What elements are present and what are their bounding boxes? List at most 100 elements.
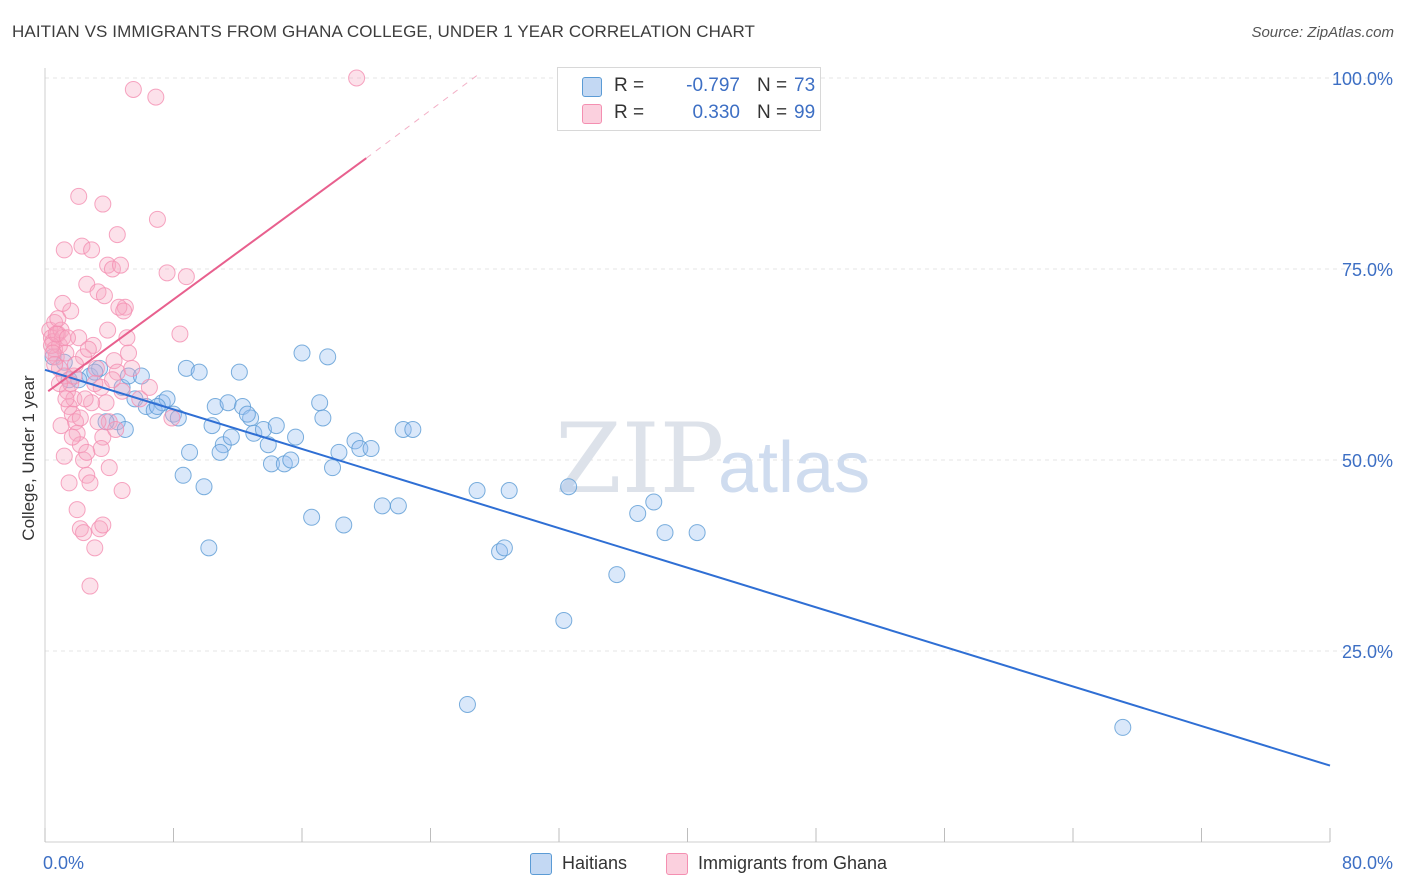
ghana-point	[118, 329, 136, 347]
haitians-point	[495, 539, 513, 557]
haitians-point	[500, 482, 518, 500]
legend-n-value: 73	[794, 75, 816, 96]
legend-n-label: N =	[757, 102, 788, 123]
ghana-point	[73, 237, 91, 255]
legend-r-label: R =	[614, 102, 645, 123]
haitians-point	[174, 466, 192, 484]
legend-r-value: 0.330	[692, 102, 740, 123]
ghana-point	[79, 340, 97, 358]
haitians-point	[282, 451, 300, 469]
bottom-legend-swatch-ghana	[666, 853, 688, 875]
haitians-point	[206, 398, 224, 416]
ghana-point	[103, 260, 121, 278]
ghana-point	[177, 268, 195, 286]
ghana-point	[111, 256, 129, 274]
haitians-point	[656, 524, 674, 542]
legend-swatch-ghana	[582, 104, 602, 124]
y-tick-label: 75.0%	[1342, 260, 1393, 280]
ghana-point	[63, 428, 81, 446]
bottom-legend-swatch-haitians	[530, 853, 552, 875]
ghana-point	[105, 352, 123, 370]
haitians-point	[219, 394, 237, 412]
ghana-point	[58, 329, 76, 347]
ghana-point	[97, 394, 115, 412]
ghana-point	[94, 195, 112, 213]
trend-lines	[44, 73, 1331, 767]
haitians-point	[311, 394, 329, 412]
ghana-point	[47, 325, 65, 343]
haitians-point	[362, 440, 380, 458]
haitians-point	[211, 443, 229, 461]
haitians-point	[389, 497, 407, 515]
ghana-point	[68, 501, 86, 519]
ghana-point	[120, 344, 138, 362]
bottom-legend-label: Immigrants from Ghana	[698, 853, 888, 873]
ghana-point	[75, 524, 93, 542]
ghana-point	[78, 443, 96, 461]
haitians-point	[238, 405, 256, 423]
haitians-point	[629, 504, 647, 522]
legend-r-value: -0.797	[686, 75, 740, 96]
data-points	[41, 69, 1132, 736]
haitians-trend-line	[44, 368, 1331, 767]
haitians-point	[195, 478, 213, 496]
y-tick-label: 25.0%	[1342, 642, 1393, 662]
haitians-point	[645, 493, 663, 511]
gridlines	[45, 77, 1392, 652]
ghana-point	[115, 302, 133, 320]
haitians-point	[324, 459, 342, 477]
ghana-point	[89, 413, 107, 431]
haitians-point	[287, 428, 305, 446]
haitians-point	[181, 443, 199, 461]
haitians-point	[230, 363, 248, 381]
haitians-point	[373, 497, 391, 515]
legend-n-value: 99	[794, 102, 816, 123]
ghana-point	[92, 440, 110, 458]
haitians-point	[404, 420, 422, 438]
ghana-point	[86, 539, 104, 557]
ghana-point	[140, 378, 158, 396]
haitians-point	[200, 539, 218, 557]
ghana-point	[71, 409, 89, 427]
ghana-point	[348, 69, 366, 87]
haitians-point	[222, 428, 240, 446]
haitians-point	[262, 455, 280, 473]
tick-labels: 25.0% 50.0% 75.0% 100.0% 0.0% 80.0%	[43, 69, 1393, 873]
ghana-point	[57, 390, 75, 408]
watermark-zip: ZIP	[555, 403, 724, 515]
ghana-point	[54, 294, 72, 312]
ghana-point	[70, 187, 88, 205]
haitians-point	[303, 508, 321, 526]
haitians-point	[335, 516, 353, 534]
haitians-point	[608, 566, 626, 584]
ghana-point	[81, 577, 99, 595]
ghana-point	[76, 390, 94, 408]
chart-title: HAITIAN VS IMMIGRANTS FROM GHANA COLLEGE…	[12, 22, 756, 41]
haitians-point	[468, 482, 486, 500]
haitians-point	[1114, 718, 1132, 736]
ghana-point	[147, 88, 165, 106]
haitians-point	[458, 695, 476, 713]
ghana-point	[113, 482, 131, 500]
ghana-trend-line	[47, 157, 367, 393]
haitians-point	[688, 524, 706, 542]
correlation-legend: R = -0.797 N = 73 R = 0.330 N = 99	[557, 67, 821, 131]
ghana-point	[99, 321, 117, 339]
haitians-point	[177, 359, 195, 377]
haitians-point	[190, 363, 208, 381]
haitians-point	[293, 344, 311, 362]
x-tick-label: 0.0%	[43, 853, 84, 873]
axes	[44, 68, 1331, 843]
y-axis-title: College, Under 1 year	[19, 375, 38, 541]
ghana-point	[148, 210, 166, 228]
ghana-point	[124, 80, 142, 98]
chart-source: Source: ZipAtlas.com	[1251, 24, 1394, 41]
legend-r-label: R =	[614, 75, 645, 96]
bottom-legend-label: Haitians	[562, 853, 628, 873]
haitians-point	[560, 478, 578, 496]
ghana-point	[95, 287, 113, 305]
ghana-point	[108, 226, 126, 244]
ghana-point	[103, 371, 121, 389]
ghana-point	[83, 241, 101, 259]
